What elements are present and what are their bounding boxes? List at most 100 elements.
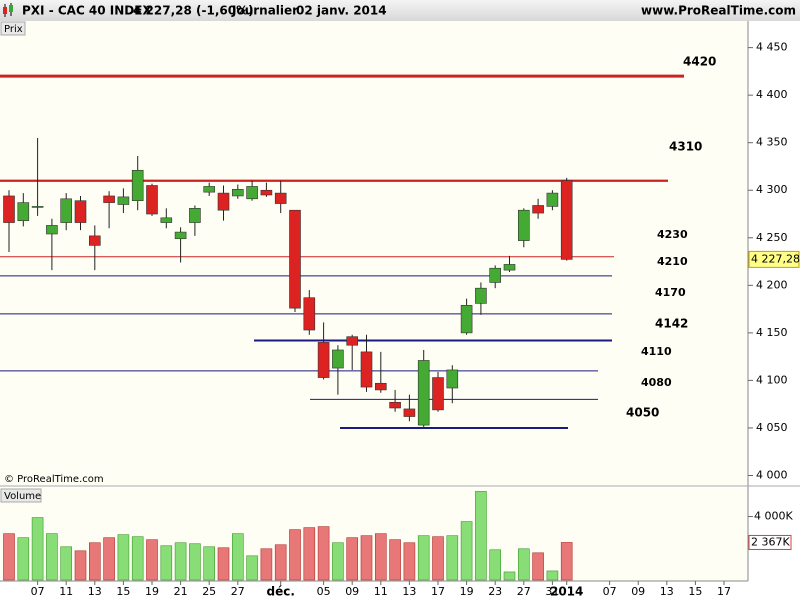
candle-body (374, 382, 387, 391)
candle-body (246, 186, 258, 200)
candle-body (60, 198, 73, 223)
candle-body (503, 264, 516, 271)
level-label: 4210 (657, 255, 688, 268)
volume-bar (475, 491, 487, 581)
candle-body (517, 209, 530, 241)
y-tick-label: 4 050 (756, 421, 788, 434)
x-tick-label: 23 (488, 585, 502, 598)
x-tick-label: 19 (145, 585, 159, 598)
price-label: Prix (4, 24, 23, 35)
volume-bar (303, 527, 316, 581)
volume-bar (74, 550, 87, 581)
volume-label-box (0, 488, 42, 503)
copyright: © ProRealTime.com (4, 474, 104, 485)
level-label: 4142 (655, 317, 688, 331)
candle-body (103, 195, 115, 203)
level-label: 4310 (669, 140, 702, 154)
volume-bar (489, 549, 502, 581)
candle-body (389, 401, 401, 409)
x-tick-label: 09 (345, 585, 359, 598)
volume-bar (503, 571, 516, 581)
volume-tick-label: 4 000K (754, 510, 793, 523)
last-volume-label: 2 367K (751, 535, 790, 548)
candle-body (532, 205, 544, 214)
x-tick-label: 13 (88, 585, 102, 598)
y-tick-label: 4 450 (756, 41, 788, 54)
candle-body (432, 377, 444, 411)
candle-body (274, 192, 287, 204)
x-tick-label: 07 (31, 585, 45, 598)
volume-bar (274, 544, 287, 581)
volume-bar (360, 535, 373, 581)
x-tick-label: 27 (231, 585, 245, 598)
x-tick-label: 11 (374, 585, 388, 598)
y-tick-label: 4 350 (756, 136, 788, 149)
candle-body (360, 351, 373, 388)
header-icon (3, 3, 13, 17)
level-label: 4170 (655, 286, 686, 299)
volume-bar (403, 542, 416, 581)
volume-bar (131, 536, 144, 581)
volume-bar (89, 542, 101, 581)
candle-body (446, 369, 459, 389)
candle-body (189, 208, 201, 223)
last-price-tag (748, 250, 800, 268)
header-symbol: PXI - CAC 40 INDEX (22, 4, 152, 18)
y-tick-label: 4 300 (756, 183, 788, 196)
candle-body (46, 225, 58, 235)
volume-bar (417, 535, 430, 581)
volume-bar (517, 548, 530, 581)
y-tick-label: 4 200 (756, 278, 788, 291)
volume-bar (432, 536, 444, 581)
x-tick-label: 19 (460, 585, 474, 598)
candle-body (232, 188, 244, 197)
level-label: 4230 (657, 228, 688, 241)
volume-bar (46, 533, 58, 581)
x-tick-label: 15 (688, 585, 702, 598)
volume-bar (203, 546, 215, 581)
y-tick-label: 4 400 (756, 88, 788, 101)
volume-bar (317, 526, 330, 581)
header-date: 02 janv. 2014 (296, 4, 387, 18)
volume-label: Volume (4, 491, 41, 502)
volume-bar (31, 517, 44, 581)
price-panel (0, 21, 748, 485)
candle-body (417, 360, 430, 426)
last-price-label: 4 227,28 (751, 252, 800, 265)
candle-body (31, 206, 44, 208)
x-tick-label: 27 (517, 585, 531, 598)
volume-bar (446, 535, 459, 581)
candle-body (560, 180, 573, 260)
volume-bar (232, 533, 244, 581)
volume-bar (260, 548, 273, 581)
candle-body (403, 408, 416, 417)
x-tick-label: 11 (59, 585, 73, 598)
volume-bar (332, 542, 344, 581)
candle-body (289, 209, 301, 309)
candle-body (489, 267, 502, 283)
candle-body (174, 231, 187, 240)
candle-body (332, 349, 344, 369)
candle-body (117, 196, 130, 205)
volume-bar (117, 534, 130, 581)
price-label-box (0, 21, 26, 36)
level-label: 4420 (683, 55, 716, 69)
candle-body (3, 195, 15, 223)
volume-bar (246, 555, 258, 581)
candle-body (17, 202, 30, 221)
header-period: Journalier (231, 4, 298, 18)
volume-bar (146, 539, 158, 581)
volume-bar (160, 545, 173, 581)
x-tick-label: 17 (431, 585, 445, 598)
candle-body (475, 287, 487, 304)
volume-bar (60, 546, 73, 581)
candle-body (203, 186, 215, 193)
x-tick-label: 09 (631, 585, 645, 598)
y-tick-label: 4 150 (756, 326, 788, 339)
volume-bar (3, 533, 15, 581)
header-site[interactable]: www.ProRealTime.com (641, 4, 796, 18)
x-tick-label: 13 (402, 585, 416, 598)
y-tick-label: 4 250 (756, 231, 788, 244)
